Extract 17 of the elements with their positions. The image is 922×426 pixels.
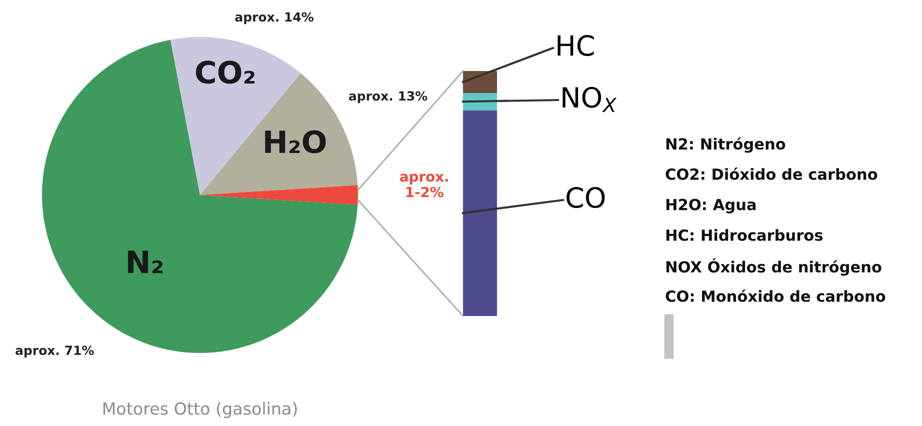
data-label: aprox. 13%: [348, 91, 428, 104]
text: CO: [566, 187, 605, 208]
text: aprox. 1-2%: [400, 174, 448, 198]
text: HC: Hidrocarburos: [666, 229, 823, 241]
text: N2: Nitrógeno: [666, 137, 786, 153]
text: CO2: Dióxido de carbono: [666, 167, 878, 180]
data-label: aprox. 71%: [16, 346, 94, 358]
text: HC: [558, 35, 594, 56]
text: H2O: Agua: [666, 198, 756, 214]
slice-label: CO₂: [196, 60, 254, 84]
text: NOX Óxidos de nitrógeno: [666, 258, 882, 276]
slice-label: N₂: [128, 250, 162, 274]
text: NO$_{X}$: [562, 86, 617, 112]
data-label: aprox. 14%: [235, 12, 314, 24]
slice-label: H₂O: [265, 130, 326, 154]
text: Motores Otto (gasolina): [103, 402, 297, 418]
text: CO: Monóxido de carbono: [666, 289, 886, 302]
